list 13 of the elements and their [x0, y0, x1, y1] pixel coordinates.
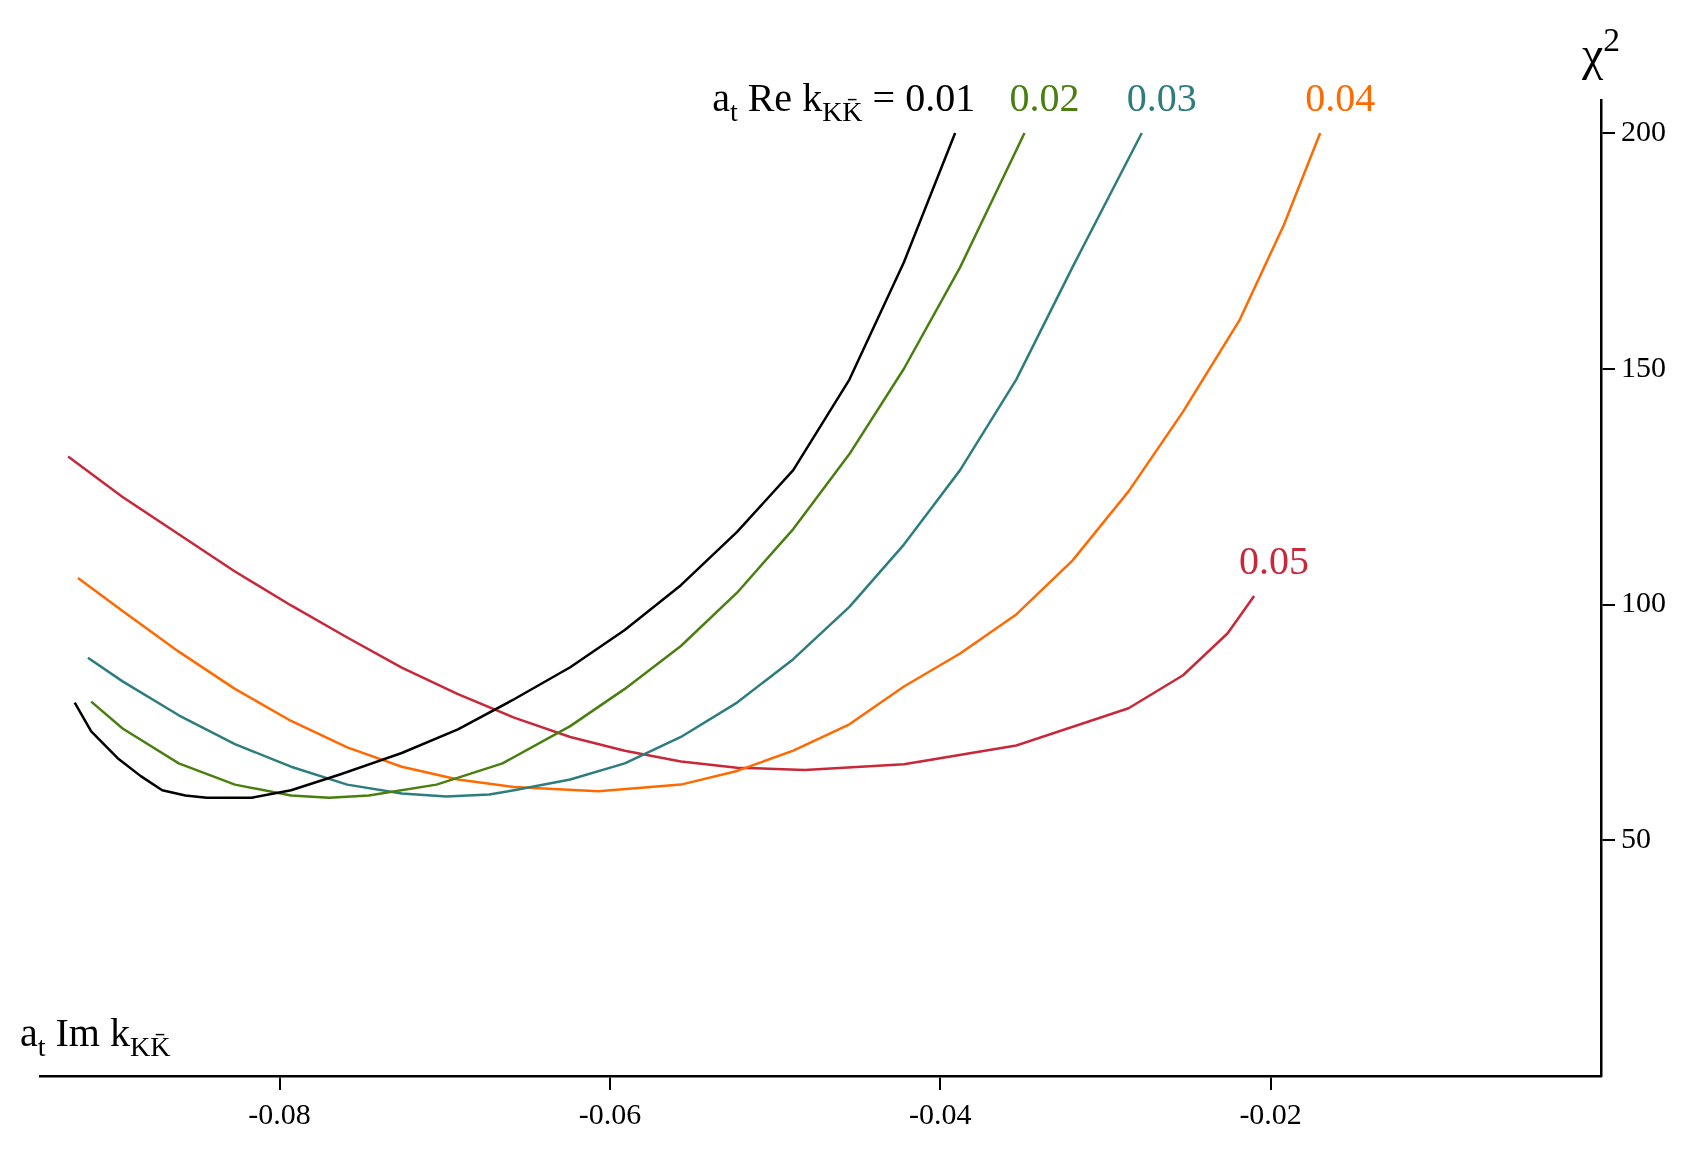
x-tick-label: -0.04	[909, 1096, 972, 1130]
series-label: 0.03	[1126, 75, 1197, 120]
series-label: 0.02	[1009, 75, 1080, 120]
y-tick-label: 200	[1621, 113, 1666, 147]
series-label: 0.05	[1239, 538, 1310, 584]
series-label: 0.01	[905, 75, 976, 120]
y-tick-label: 150	[1621, 349, 1666, 383]
y-tick-label: 100	[1621, 585, 1666, 619]
x-tick-label: -0.06	[578, 1096, 642, 1130]
y-tick-label: 50	[1621, 821, 1651, 855]
x-tick-label: -0.02	[1239, 1096, 1302, 1130]
series-label: 0.04	[1305, 75, 1376, 120]
x-tick-label: -0.08	[248, 1096, 311, 1130]
